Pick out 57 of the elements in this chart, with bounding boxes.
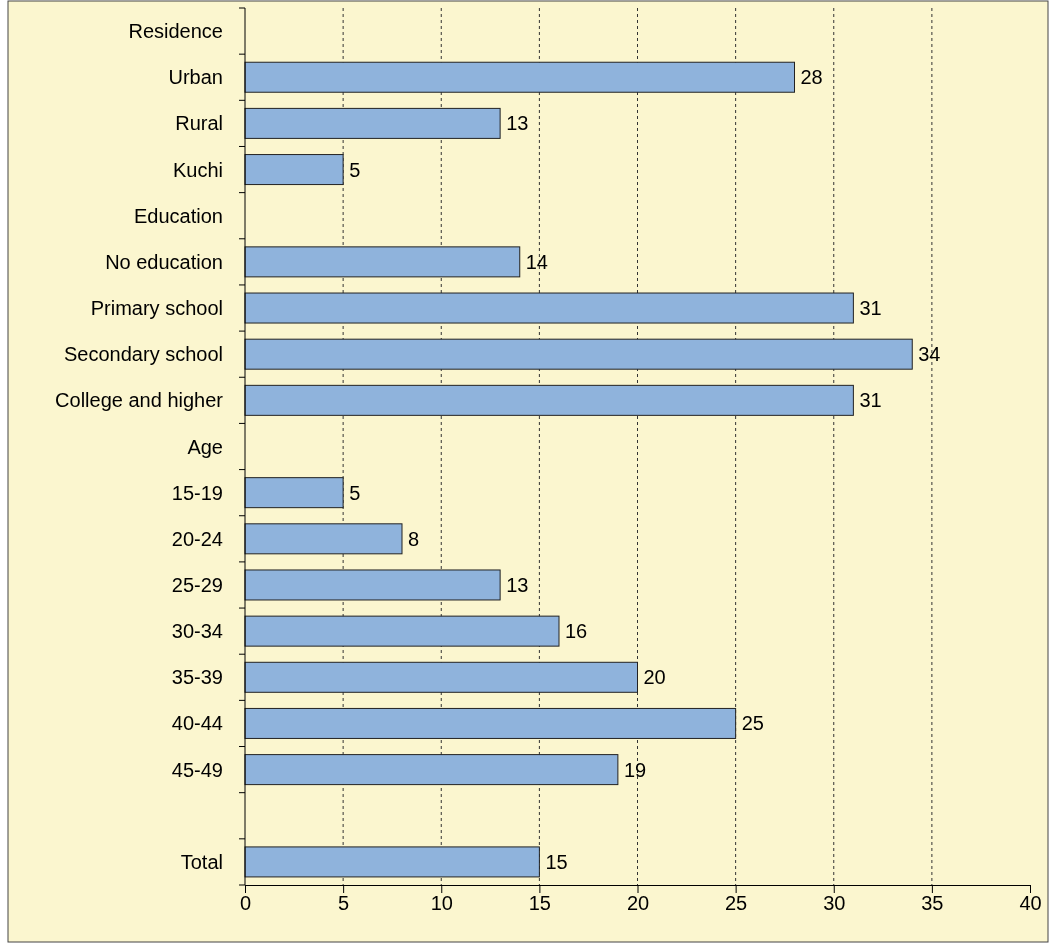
- x-tick-label: 5: [338, 892, 350, 915]
- y-tick-label: Education: [134, 204, 223, 227]
- x-tick-label: 15: [528, 892, 551, 915]
- y-tick-label: Rural: [175, 112, 223, 135]
- x-tick-label: 20: [626, 892, 650, 915]
- y-tick-label: 20-24: [171, 527, 223, 550]
- data-label: 5: [349, 481, 361, 504]
- data-label: 15: [545, 850, 568, 873]
- y-tick-label: 40-44: [171, 712, 223, 735]
- bar: [244, 661, 638, 693]
- y-tick-label: 35-39: [171, 666, 223, 689]
- bar: [244, 523, 403, 555]
- x-tick-label: 0: [239, 892, 252, 915]
- x-tick-label: 40: [1019, 892, 1042, 915]
- data-label: 19: [623, 758, 647, 781]
- x-tick-label: 30: [823, 892, 846, 915]
- y-tick-label: Primary school: [90, 297, 223, 320]
- bar: [244, 154, 344, 186]
- data-label: 8: [408, 527, 420, 550]
- bar: [244, 615, 560, 647]
- data-label: 13: [506, 112, 529, 135]
- x-tick-label: 10: [430, 892, 453, 915]
- x-tick-label: 25: [725, 892, 748, 915]
- x-tick-label: 35: [921, 892, 944, 915]
- data-label: 31: [859, 389, 882, 412]
- bar: [244, 61, 795, 93]
- y-tick-label: 30-34: [171, 620, 223, 643]
- y-tick-label: No education: [105, 250, 223, 273]
- data-label: 5: [349, 158, 361, 181]
- bar: [244, 292, 854, 324]
- y-tick-label: Residence: [128, 20, 223, 43]
- data-label: 13: [506, 573, 529, 596]
- y-tick-label: 15-19: [171, 481, 223, 504]
- y-tick-label: Kuchi: [172, 158, 223, 181]
- data-label: 25: [741, 712, 764, 735]
- bar: [244, 107, 501, 139]
- y-tick-label: Secondary school: [64, 343, 223, 366]
- bar: [244, 846, 540, 878]
- data-label: 31: [859, 297, 882, 320]
- data-label: 28: [800, 66, 823, 89]
- bar: [244, 338, 913, 370]
- data-label: 20: [643, 666, 666, 689]
- bar: [244, 384, 854, 416]
- bar: [244, 707, 737, 739]
- y-tick-label: College and higher: [55, 389, 224, 412]
- bar: [244, 246, 521, 278]
- bar: [244, 569, 501, 601]
- y-tick-label: 45-49: [171, 758, 223, 781]
- data-label: 16: [565, 620, 588, 643]
- data-label: 34: [918, 343, 941, 366]
- bar: [244, 477, 344, 509]
- bar: [244, 754, 619, 786]
- y-tick-label: 25-29: [171, 573, 223, 596]
- y-tick-label: Urban: [168, 66, 223, 89]
- y-tick-label: Total: [180, 850, 223, 873]
- y-tick-label: Age: [187, 435, 223, 458]
- data-label: 14: [525, 250, 548, 273]
